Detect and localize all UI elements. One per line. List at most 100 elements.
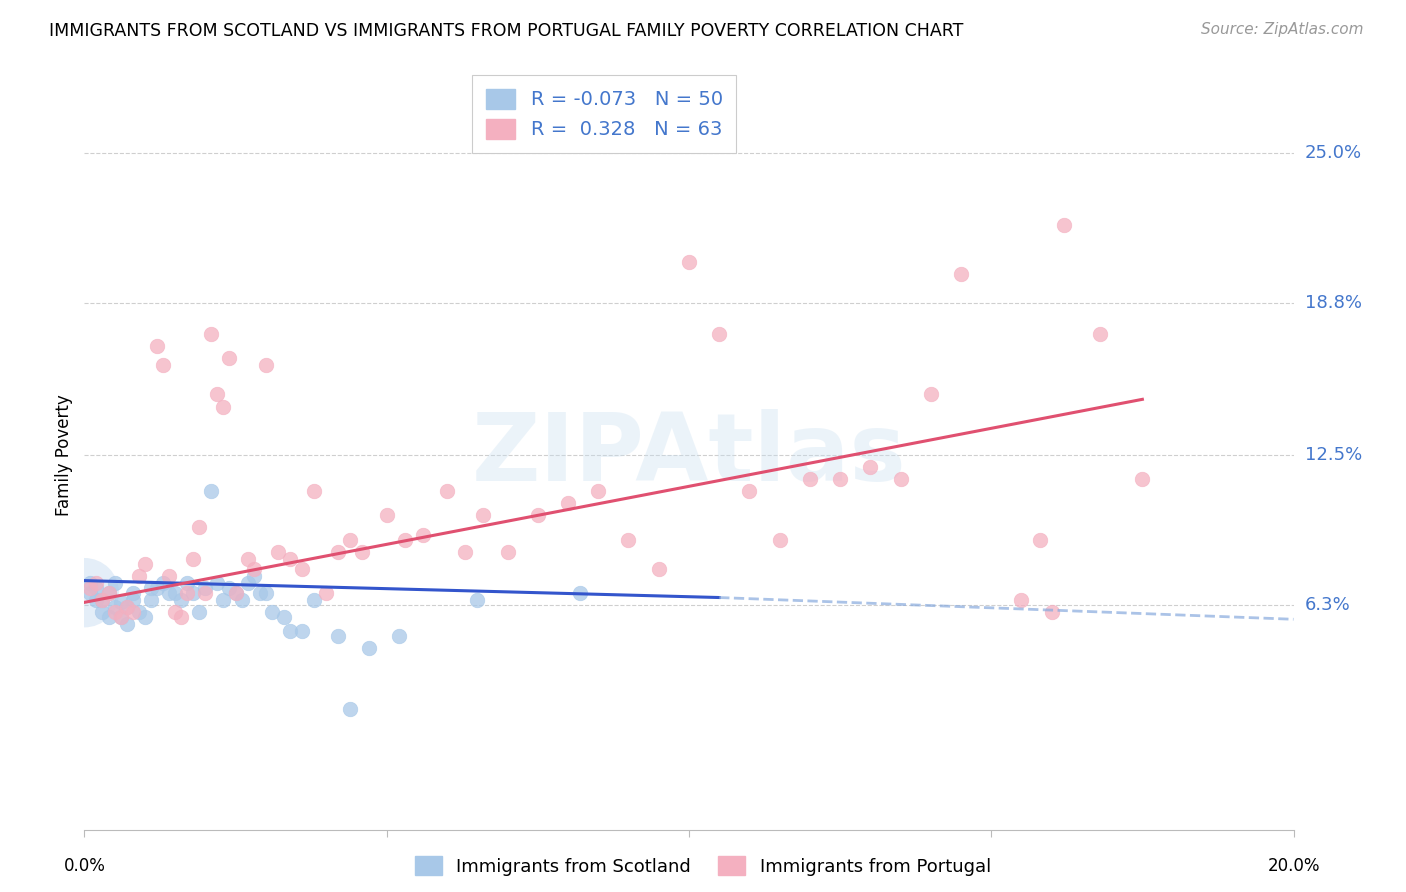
Point [157, 585, 180, 599]
Text: 12.5%: 12.5% [1305, 446, 1362, 464]
Point [176, 576, 198, 591]
Point [200, 327, 222, 342]
Point [110, 610, 132, 624]
Legend: R = -0.073   N = 50, R =  0.328   N = 63: R = -0.073 N = 50, R = 0.328 N = 63 [472, 75, 737, 153]
Point [97, 585, 120, 599]
Point [79, 576, 101, 591]
Point [291, 624, 314, 639]
Point [73, 585, 96, 599]
Point [709, 327, 731, 342]
Point [121, 593, 143, 607]
Point [139, 581, 162, 595]
Point [218, 351, 240, 366]
Point [249, 585, 271, 599]
Point [738, 484, 761, 499]
Point [194, 585, 217, 599]
Point [128, 568, 150, 582]
Point [104, 600, 127, 615]
Point [152, 576, 174, 591]
Point [104, 605, 127, 619]
Point [225, 585, 247, 599]
Point [920, 387, 942, 401]
Point [91, 593, 114, 607]
Point [170, 593, 193, 607]
Y-axis label: Family Poverty: Family Poverty [55, 394, 73, 516]
Point [115, 600, 138, 615]
Point [139, 593, 162, 607]
Point [146, 339, 169, 353]
Point [302, 593, 325, 607]
Point [79, 585, 101, 599]
Point [339, 702, 361, 716]
Point [79, 581, 101, 595]
Point [242, 568, 264, 582]
Point [278, 624, 301, 639]
Point [242, 561, 264, 575]
Point [328, 629, 350, 643]
Point [236, 552, 259, 566]
Point [170, 610, 193, 624]
Point [115, 600, 138, 615]
Point [194, 581, 217, 595]
Point [152, 359, 174, 373]
Point [146, 581, 169, 595]
Point [1130, 472, 1153, 486]
Point [157, 568, 180, 582]
Point [769, 533, 792, 547]
Point [394, 533, 416, 547]
Point [496, 544, 519, 558]
Point [799, 472, 821, 486]
Point [207, 387, 229, 401]
Point [648, 561, 671, 575]
Text: 6.3%: 6.3% [1305, 596, 1350, 614]
Point [115, 617, 138, 632]
Text: 0.0%: 0.0% [63, 857, 105, 875]
Point [86, 581, 108, 595]
Point [472, 508, 495, 523]
Point [176, 585, 198, 599]
Point [254, 585, 277, 599]
Point [617, 533, 640, 547]
Point [97, 585, 120, 599]
Point [200, 484, 222, 499]
Point [315, 585, 337, 599]
Point [188, 605, 211, 619]
Point [165, 605, 187, 619]
Point [388, 629, 411, 643]
Text: 25.0%: 25.0% [1305, 144, 1362, 161]
Point [236, 576, 259, 591]
Point [1040, 605, 1063, 619]
Point [225, 585, 247, 599]
Point [1053, 219, 1076, 233]
Point [375, 508, 398, 523]
Point [188, 520, 211, 534]
Point [91, 605, 114, 619]
Point [436, 484, 458, 499]
Text: IMMIGRANTS FROM SCOTLAND VS IMMIGRANTS FROM PORTUGAL FAMILY POVERTY CORRELATION : IMMIGRANTS FROM SCOTLAND VS IMMIGRANTS F… [49, 22, 963, 40]
Text: 20.0%: 20.0% [1267, 857, 1320, 875]
Point [181, 585, 204, 599]
Point [110, 610, 132, 624]
Point [357, 641, 380, 656]
Point [1028, 533, 1050, 547]
Point [678, 254, 700, 268]
Point [569, 585, 592, 599]
Point [86, 593, 108, 607]
Point [890, 472, 912, 486]
Point [467, 593, 489, 607]
Point [207, 576, 229, 591]
Point [97, 610, 120, 624]
Point [91, 593, 114, 607]
Point [1088, 327, 1111, 342]
Text: ZIPAtlas: ZIPAtlas [471, 409, 907, 501]
Point [1011, 593, 1033, 607]
Point [121, 585, 143, 599]
Point [212, 593, 235, 607]
Point [830, 472, 852, 486]
Point [134, 610, 156, 624]
Point [165, 585, 187, 599]
Point [267, 544, 290, 558]
Point [128, 605, 150, 619]
Point [291, 561, 314, 575]
Point [328, 544, 350, 558]
